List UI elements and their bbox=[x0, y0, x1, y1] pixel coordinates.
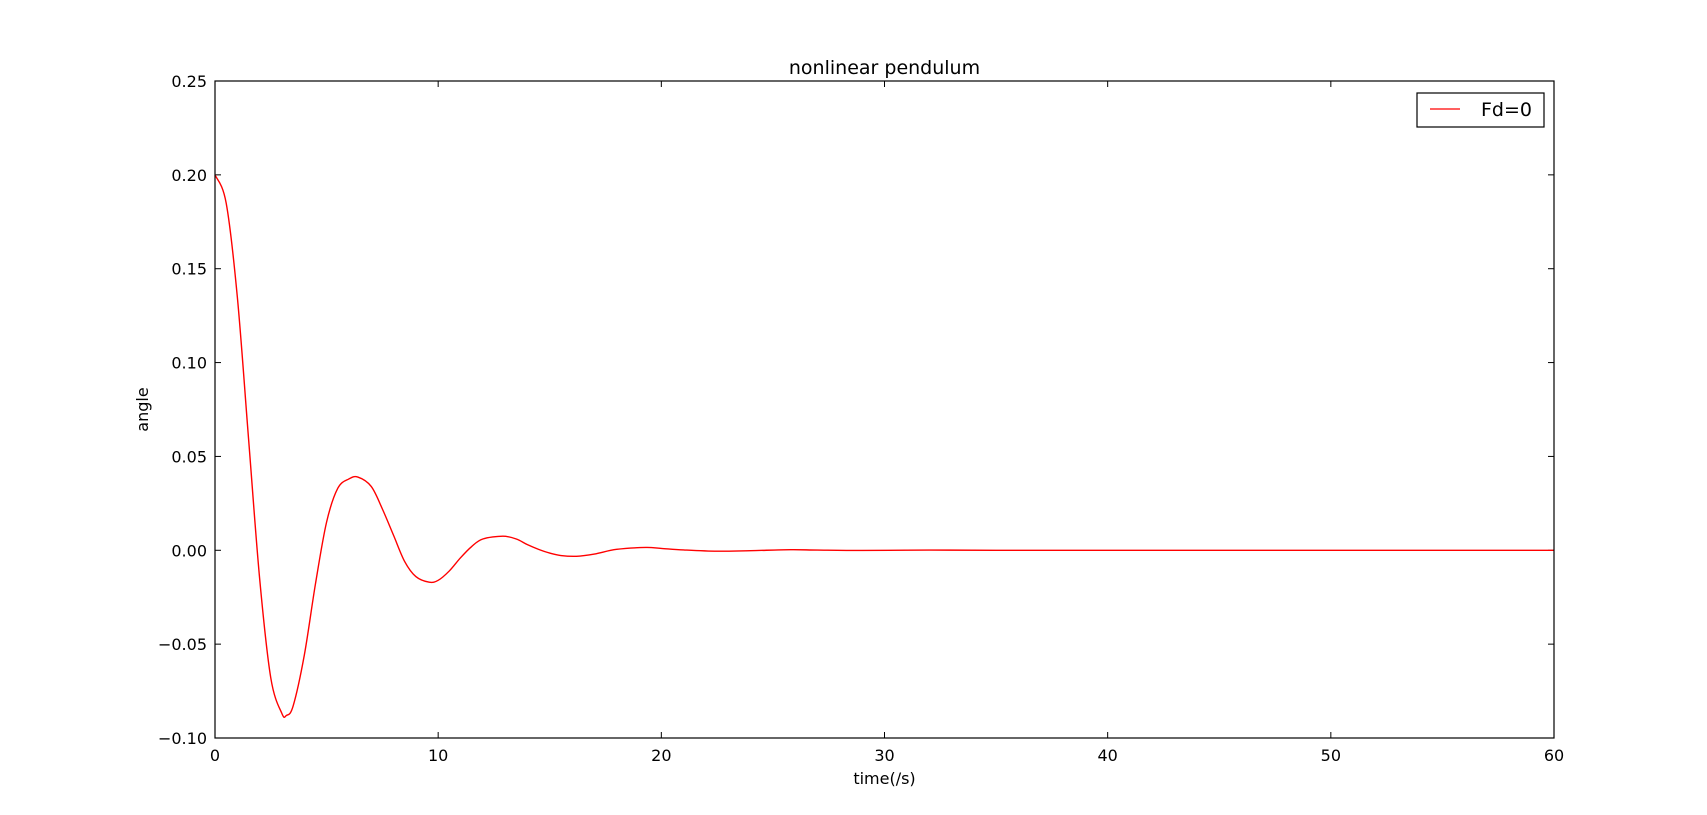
x-tick-label: 40 bbox=[1097, 746, 1117, 765]
x-axis-label: time(/s) bbox=[853, 769, 915, 788]
legend-series-label: Fd=0 bbox=[1481, 99, 1532, 121]
y-axis-label: angle bbox=[133, 387, 152, 431]
x-tick-labels: 0 10 20 30 40 50 60 bbox=[210, 746, 1564, 765]
legend-box bbox=[1416, 92, 1545, 128]
y-tick-labels: −0.10 −0.05 0.00 0.05 0.10 0.15 0.20 0.25 bbox=[158, 72, 207, 748]
y-tick-label: 0.15 bbox=[171, 260, 207, 279]
plot-background bbox=[215, 81, 1554, 738]
x-tick-label: 60 bbox=[1544, 746, 1564, 765]
plot-frame bbox=[214, 80, 1555, 739]
x-tick-label: 50 bbox=[1321, 746, 1341, 765]
y-tick-label: 0.10 bbox=[171, 354, 207, 373]
legend: Fd=0 bbox=[1416, 92, 1545, 128]
series-layer bbox=[214, 174, 1554, 719]
x-tick-label: 0 bbox=[210, 746, 220, 765]
y-tick-label: −0.10 bbox=[158, 729, 207, 748]
y-tick-label: 0.25 bbox=[171, 72, 207, 91]
x-tick-label: 10 bbox=[428, 746, 448, 765]
y-tick-label: 0.05 bbox=[171, 447, 207, 466]
y-tick-label: −0.05 bbox=[158, 635, 207, 654]
x-tick-label: 30 bbox=[874, 746, 894, 765]
y-tick-label: 0.00 bbox=[171, 541, 207, 560]
plot-area bbox=[214, 80, 1555, 739]
x-tick-label: 20 bbox=[651, 746, 671, 765]
chart-title: nonlinear pendulum bbox=[789, 57, 980, 79]
series-line-fd-0 bbox=[214, 174, 1554, 719]
y-tick-label: 0.20 bbox=[171, 166, 207, 185]
